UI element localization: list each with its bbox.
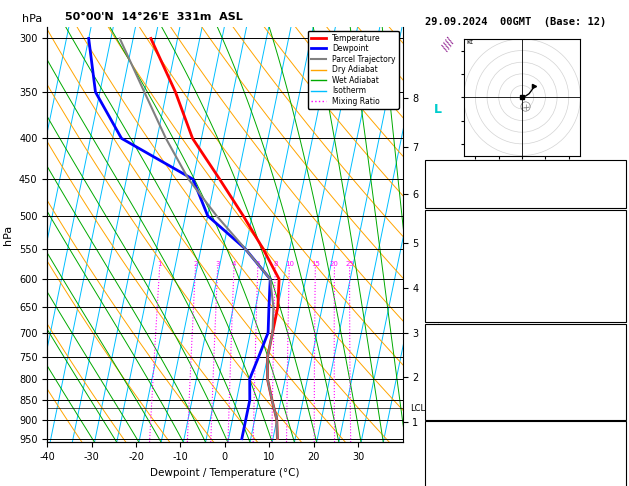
Text: 6: 6 xyxy=(255,261,260,267)
Text: 20: 20 xyxy=(330,261,339,267)
Text: 6: 6 xyxy=(617,277,623,285)
Text: L: L xyxy=(434,242,442,254)
Text: PW (cm): PW (cm) xyxy=(428,195,465,204)
Text: 23: 23 xyxy=(612,163,623,172)
Text: 0: 0 xyxy=(617,293,623,301)
Text: 299: 299 xyxy=(606,260,623,269)
Text: kt: kt xyxy=(466,38,473,45)
Text: 700: 700 xyxy=(606,342,623,351)
Text: 2: 2 xyxy=(193,261,198,267)
Text: 15: 15 xyxy=(311,261,320,267)
Text: 3.2: 3.2 xyxy=(606,244,623,253)
Text: SREH: SREH xyxy=(428,456,449,465)
Text: CIN (J): CIN (J) xyxy=(428,309,465,317)
Text: © weatheronline.co.uk: © weatheronline.co.uk xyxy=(425,471,530,480)
Text: 10.7: 10.7 xyxy=(601,228,623,237)
Text: 10: 10 xyxy=(285,261,294,267)
Text: 50°00'N  14°26'E  331m  ASL: 50°00'N 14°26'E 331m ASL xyxy=(65,12,243,22)
Text: ////: //// xyxy=(440,36,465,59)
Text: -62: -62 xyxy=(606,440,623,449)
Text: EH: EH xyxy=(428,440,438,449)
Text: CAPE (J): CAPE (J) xyxy=(428,390,470,399)
Text: Surface: Surface xyxy=(506,212,544,221)
Text: 25: 25 xyxy=(345,261,354,267)
Text: StmDir: StmDir xyxy=(428,472,460,481)
Text: 4: 4 xyxy=(231,261,236,267)
Text: 289°: 289° xyxy=(601,472,623,481)
Text: Most Unstable: Most Unstable xyxy=(490,326,560,335)
Text: 1: 1 xyxy=(157,261,162,267)
X-axis label: Dewpoint / Temperature (°C): Dewpoint / Temperature (°C) xyxy=(150,468,299,478)
Y-axis label: km
ASL: km ASL xyxy=(430,235,448,256)
Text: 302: 302 xyxy=(606,358,623,367)
Text: 8: 8 xyxy=(273,261,277,267)
Text: 0: 0 xyxy=(617,309,623,317)
Text: L: L xyxy=(434,174,442,186)
Text: Lifted Index: Lifted Index xyxy=(428,374,493,383)
Text: K: K xyxy=(428,163,433,172)
Text: 3: 3 xyxy=(215,261,220,267)
Text: Temp (°C): Temp (°C) xyxy=(428,228,476,237)
Text: θᴇ(K): θᴇ(K) xyxy=(428,260,455,269)
Text: 48: 48 xyxy=(612,179,623,188)
Text: 29.09.2024  00GMT  (Base: 12): 29.09.2024 00GMT (Base: 12) xyxy=(425,17,606,27)
Text: Lifted Index: Lifted Index xyxy=(428,277,493,285)
Text: 0: 0 xyxy=(617,406,623,415)
Text: -31: -31 xyxy=(606,456,623,465)
Text: 0: 0 xyxy=(617,390,623,399)
Text: CAPE (J): CAPE (J) xyxy=(428,293,470,301)
Text: θᴇ (K): θᴇ (K) xyxy=(428,358,460,367)
Text: L: L xyxy=(434,103,442,116)
Text: 1.43: 1.43 xyxy=(601,195,623,204)
Text: Totals Totals: Totals Totals xyxy=(428,179,498,188)
Text: L: L xyxy=(434,307,442,320)
Text: Hodograph: Hodograph xyxy=(501,424,549,433)
Legend: Temperature, Dewpoint, Parcel Trajectory, Dry Adiabat, Wet Adiabat, Isotherm, Mi: Temperature, Dewpoint, Parcel Trajectory… xyxy=(308,31,399,109)
Text: LCL: LCL xyxy=(409,403,425,413)
Text: hPa: hPa xyxy=(22,14,42,24)
Text: Pressure (mb): Pressure (mb) xyxy=(428,342,498,351)
Text: CIN (J): CIN (J) xyxy=(428,406,465,415)
Text: 4: 4 xyxy=(617,374,623,383)
Y-axis label: hPa: hPa xyxy=(3,225,13,244)
Text: Dewp (°C): Dewp (°C) xyxy=(428,244,476,253)
Text: Mixing Ratio (g/kg): Mixing Ratio (g/kg) xyxy=(433,257,442,337)
